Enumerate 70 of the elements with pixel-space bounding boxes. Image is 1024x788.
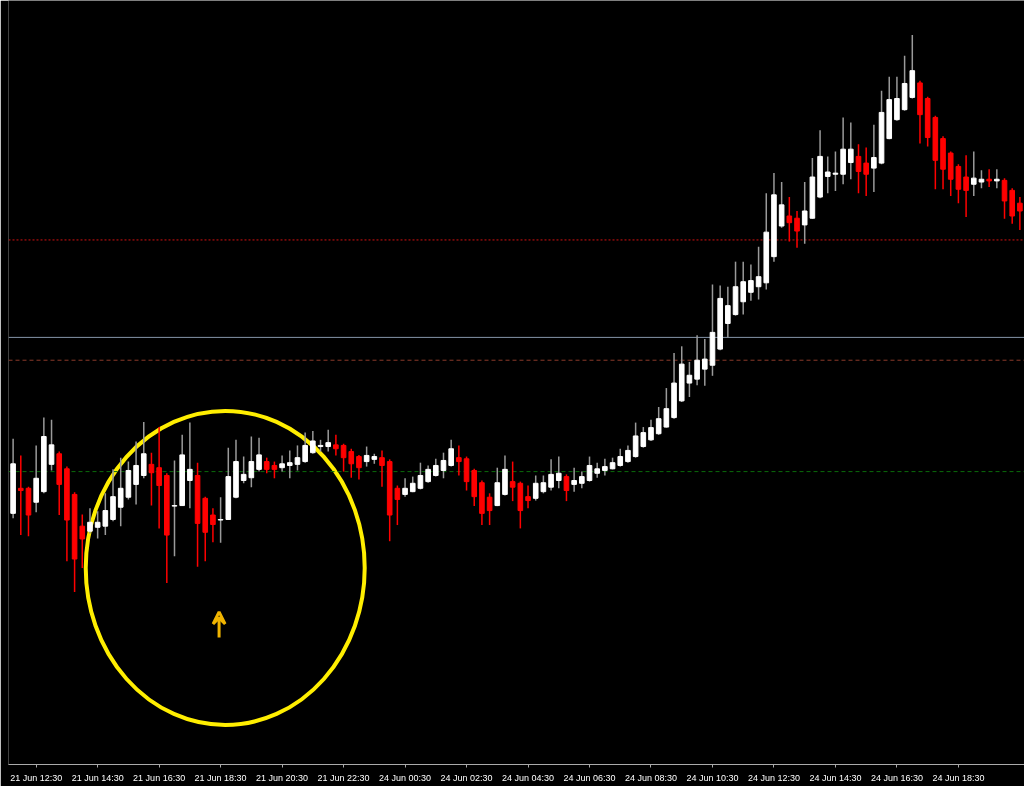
- x-tick-label: 21 Jun 14:30: [71, 772, 124, 783]
- x-tick-label: 24 Jun 14:30: [809, 772, 862, 783]
- candlestick: [563, 473, 570, 502]
- x-tick-label: 24 Jun 18:30: [932, 772, 985, 783]
- candlestick: [294, 444, 301, 472]
- x-tick-label: 24 Jun 16:30: [870, 772, 923, 783]
- candlestick: [694, 334, 700, 387]
- candlestick: [963, 154, 969, 218]
- candlestick: [994, 168, 1000, 189]
- candlestick: [356, 454, 362, 481]
- x-tick-label: 24 Jun 00:30: [379, 772, 432, 783]
- candlestick: [133, 440, 139, 506]
- candlestick: [1017, 196, 1023, 231]
- candlestick: [456, 444, 462, 477]
- candlestick: [986, 168, 992, 188]
- candlestick: [310, 430, 316, 455]
- candlestick: [110, 468, 116, 522]
- x-tick-label: 24 Jun 08:30: [624, 772, 678, 783]
- x-tick-label: 21 Jun 18:30: [194, 772, 247, 783]
- candlestick: [1001, 177, 1008, 220]
- candlestick: [863, 146, 869, 197]
- candlestick: [548, 458, 554, 492]
- candlestick: [778, 181, 785, 229]
- candlestick: [748, 263, 754, 302]
- candlestick: [140, 421, 147, 480]
- x-tick-label: 24 Jun 06:30: [563, 772, 616, 783]
- candlestick: [855, 143, 862, 194]
- candlestick: [286, 449, 293, 480]
- candlestick: [555, 455, 562, 490]
- candlestick: [48, 419, 55, 472]
- candlestick: [279, 454, 285, 473]
- candlestick: [171, 459, 178, 557]
- x-tick-label: 24 Jun 12:30: [747, 772, 800, 783]
- candlestick: [448, 439, 454, 468]
- candlestick: [256, 436, 262, 473]
- candlestick: [210, 507, 216, 544]
- candlestick: [486, 492, 493, 526]
- candlestick: [586, 455, 593, 483]
- candlestick: [33, 444, 39, 513]
- candlestick: [786, 196, 793, 243]
- x-tick-label: 21 Jun 16:30: [133, 772, 186, 783]
- candlestick: [148, 451, 155, 507]
- candlestick: [333, 434, 339, 457]
- x-tick-label: 24 Jun 10:30: [686, 772, 739, 783]
- candlestick: [302, 431, 308, 464]
- candlestick: [871, 123, 877, 193]
- x-tick-label: 24 Jun 04:30: [502, 772, 555, 783]
- candlestick: [725, 285, 731, 339]
- candlestick: [894, 76, 900, 122]
- candlestick: [440, 451, 447, 480]
- candlestick: [740, 260, 747, 316]
- candlestick: [571, 466, 577, 493]
- x-tick-label: 24 Jun 02:30: [440, 772, 493, 783]
- x-tick-label: 21 Jun 12:30: [10, 772, 63, 783]
- candlestick: [187, 421, 193, 510]
- candlestick: [402, 477, 408, 498]
- candlestick: [648, 419, 654, 442]
- candlestick: [701, 338, 708, 387]
- candlestick: [17, 454, 24, 536]
- candlestick: [494, 466, 501, 507]
- x-tick-label: 21 Jun 22:30: [317, 772, 370, 783]
- candlestick: [525, 484, 531, 510]
- x-tick-label: 21 Jun 20:30: [256, 772, 309, 783]
- candlestick: [848, 121, 854, 180]
- candlestick: [325, 429, 332, 453]
- candlestick: [87, 507, 93, 535]
- candlestick: [970, 150, 977, 197]
- candlestick: [156, 426, 162, 530]
- candlestick: [794, 210, 800, 249]
- candlestick: [379, 449, 385, 488]
